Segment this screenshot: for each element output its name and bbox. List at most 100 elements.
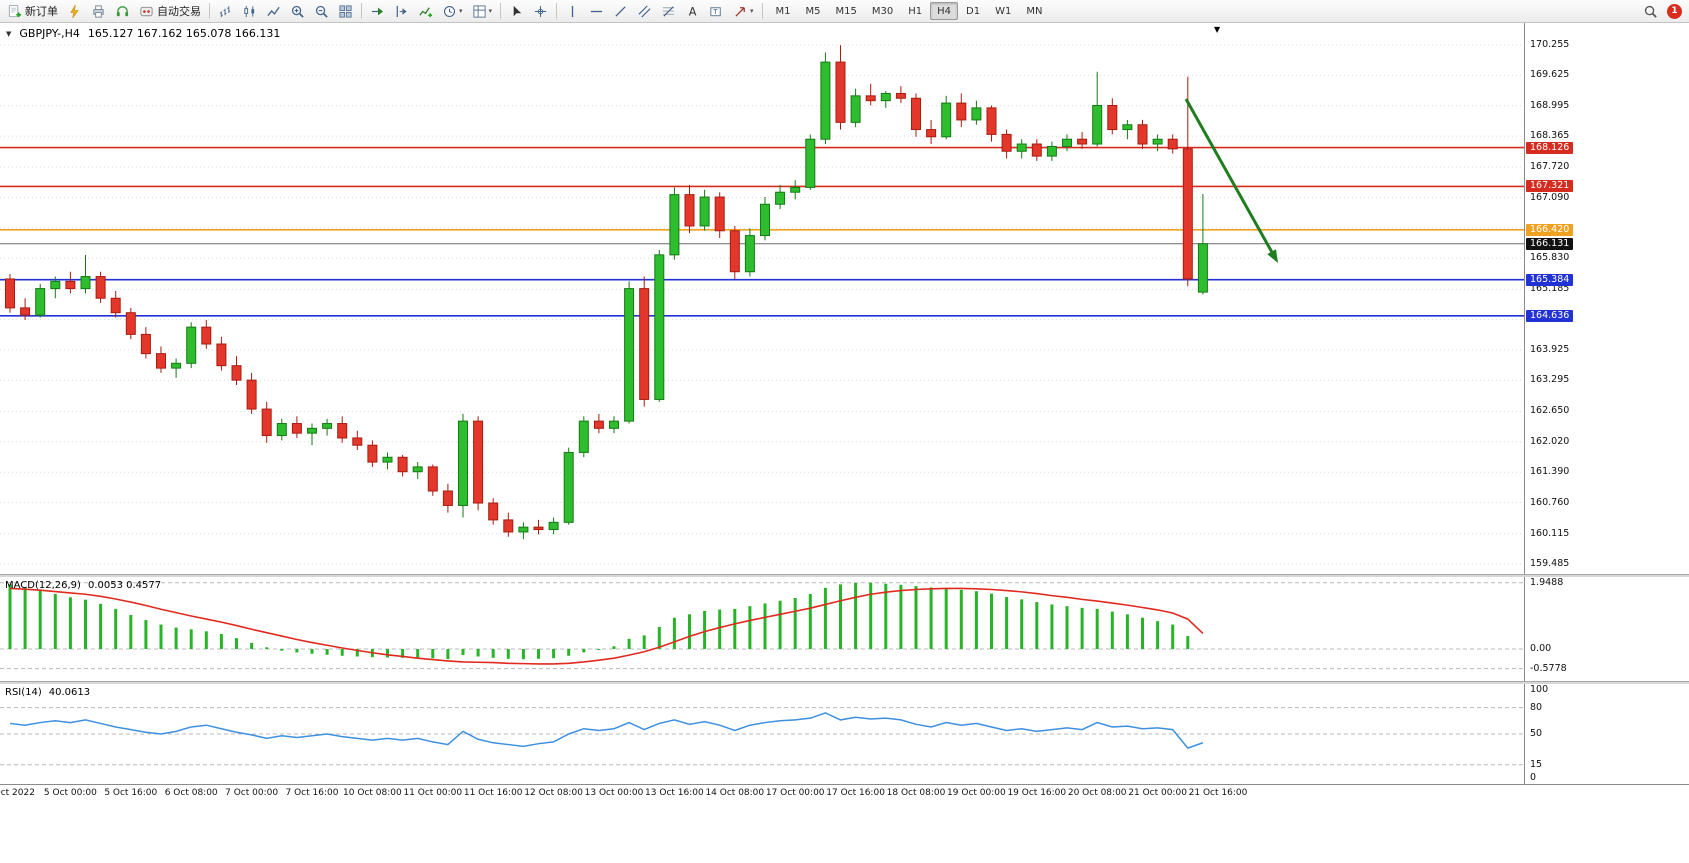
price-line-label: 168.126 — [1526, 141, 1574, 154]
label-button[interactable]: T — [705, 2, 728, 21]
tile-windows-button[interactable] — [334, 2, 357, 21]
pane-splitter[interactable] — [0, 784, 1689, 785]
time-label: 5 Oct 00:00 — [43, 788, 97, 798]
arrows-icon — [735, 6, 745, 17]
macd-label: MACD(12,26,9) 0.0053 0.4577 — [5, 580, 161, 591]
trendline-button[interactable] — [609, 2, 632, 21]
pane-splitter[interactable] — [0, 574, 1689, 577]
candle — [729, 230, 740, 273]
time-label: 4 Oct 2022 — [0, 788, 35, 798]
cursor-button[interactable] — [505, 2, 528, 21]
channel-button[interactable] — [633, 2, 656, 21]
horizontal-line-button[interactable] — [585, 2, 608, 21]
text-icon: A — [689, 5, 697, 18]
candle — [699, 196, 710, 227]
candle — [20, 307, 31, 316]
candle — [322, 423, 333, 429]
search-button[interactable] — [1639, 2, 1662, 21]
candle — [926, 129, 937, 138]
candle — [805, 138, 816, 188]
candle — [760, 203, 770, 237]
macd-name: MACD(12,26,9) — [5, 580, 81, 591]
chart-shift-button[interactable] — [390, 2, 413, 21]
periods-button[interactable]: ▾ — [438, 2, 467, 21]
lightning-icon — [70, 4, 79, 18]
candle — [427, 466, 438, 492]
autotrading-button[interactable]: 自动交易 — [135, 2, 205, 21]
timeframe-m30-button[interactable]: M30 — [865, 2, 900, 20]
candlestick-button[interactable] — [238, 2, 261, 21]
candle — [654, 254, 665, 400]
toolbar-separator — [361, 3, 362, 19]
time-axis[interactable]: 4 Oct 2022 5 Oct 00:00 5 Oct 16:00 6 Oct 08… — [0, 785, 1689, 803]
timeframe-mn-button[interactable]: MN — [1019, 2, 1049, 20]
candle — [1197, 243, 1208, 293]
time-label: 6 Oct 08:00 — [164, 788, 218, 798]
time-label: 13 Oct 16:00 — [645, 788, 704, 798]
rsi-chart[interactable] — [0, 684, 1524, 784]
price-pane: 170.255 169.625 168.995 168.365 167.720 167.0… — [0, 23, 1689, 574]
candle — [1137, 124, 1148, 145]
pane-splitter[interactable] — [0, 681, 1689, 684]
bar-chart-button[interactable] — [214, 2, 237, 21]
chart-shift-marker-icon[interactable]: ▼ — [1214, 25, 1221, 34]
candle — [1031, 143, 1042, 157]
auto-scroll-button[interactable] — [366, 2, 389, 21]
vertical-line-button[interactable] — [561, 2, 584, 21]
label-icon: T — [710, 7, 721, 16]
candle — [110, 297, 121, 314]
timeframe-m5-button[interactable]: M5 — [799, 2, 828, 20]
price-tick-label: 169.625 — [1530, 69, 1570, 81]
candle — [941, 102, 952, 138]
candle — [201, 326, 212, 345]
chart-menu-arrow-icon[interactable]: ▼ — [6, 29, 12, 38]
timeframe-w1-button[interactable]: W1 — [988, 2, 1018, 20]
candle — [820, 61, 831, 140]
main-toolbar: 新订单 自动交易 — [0, 0, 1689, 23]
candle — [473, 420, 484, 504]
candlestick-icon — [244, 5, 255, 17]
new-order-icon — [8, 4, 22, 17]
indicators-button[interactable] — [414, 2, 437, 21]
time-label: 20 Oct 08:00 — [1067, 788, 1127, 798]
line-chart-button[interactable] — [262, 2, 285, 21]
price-chart[interactable] — [0, 23, 1524, 574]
bar-chart-icon — [219, 5, 231, 17]
trend-arrow-annotation[interactable] — [1184, 98, 1275, 256]
trendline-icon — [615, 5, 626, 17]
candle — [1182, 148, 1193, 280]
templates-button[interactable]: ▾ — [468, 2, 497, 21]
rsi-label: RSI(14) 40.0613 — [5, 687, 90, 698]
fibonacci-button[interactable] — [657, 2, 680, 21]
candle — [639, 288, 650, 400]
lightning-button[interactable] — [63, 2, 86, 21]
time-label: 14 Oct 08:00 — [705, 788, 765, 798]
bottom-spacer — [0, 803, 1689, 863]
time-label: 12 Oct 08:00 — [524, 788, 583, 798]
zoom-in-button[interactable] — [286, 2, 309, 21]
macd-values: 0.0053 0.4577 — [87, 580, 162, 591]
candle — [5, 278, 15, 309]
candle — [986, 107, 997, 135]
candle — [744, 235, 755, 273]
headset-button[interactable] — [111, 2, 134, 21]
printer-button[interactable] — [87, 2, 110, 21]
new-order-button[interactable]: 新订单 — [3, 2, 62, 21]
timeframe-d1-button[interactable]: D1 — [959, 2, 987, 20]
timeframe-m15-button[interactable]: M15 — [829, 2, 864, 20]
arrows-button[interactable]: ▾ — [729, 2, 758, 21]
macd-chart[interactable] — [0, 577, 1524, 681]
candle — [382, 456, 393, 463]
timeframe-m1-button[interactable]: M1 — [769, 2, 798, 20]
rsi-tick-label: 80 — [1530, 701, 1543, 713]
notification-badge[interactable]: 1 — [1667, 3, 1682, 19]
candle — [307, 427, 317, 434]
candle — [563, 451, 574, 523]
time-label: 17 Oct 16:00 — [826, 788, 885, 798]
zoom-out-button[interactable] — [310, 2, 333, 21]
candle — [790, 186, 801, 193]
crosshair-button[interactable] — [529, 2, 552, 21]
timeframe-h1-button[interactable]: H1 — [901, 2, 929, 20]
timeframe-h4-button[interactable]: H4 — [930, 2, 959, 20]
text-button[interactable]: A — [681, 2, 704, 21]
